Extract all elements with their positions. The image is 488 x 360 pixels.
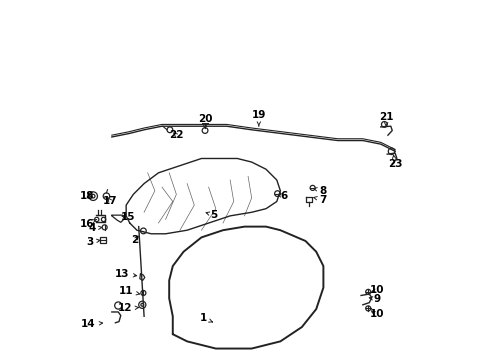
Text: 22: 22 (169, 130, 183, 140)
Text: 9: 9 (368, 294, 380, 304)
Text: 8: 8 (313, 186, 326, 196)
Text: 20: 20 (198, 114, 212, 128)
Text: 6: 6 (277, 191, 287, 201)
Text: 1: 1 (199, 313, 212, 323)
Text: 23: 23 (387, 155, 402, 169)
Text: 2: 2 (131, 235, 139, 245)
Text: 10: 10 (369, 285, 384, 296)
Text: 10: 10 (369, 310, 384, 319)
Text: 5: 5 (205, 210, 217, 220)
Text: 12: 12 (118, 303, 138, 314)
Text: 11: 11 (119, 286, 140, 296)
Text: 3: 3 (86, 237, 100, 247)
Text: 7: 7 (313, 195, 326, 205)
Text: 4: 4 (88, 224, 102, 233)
Text: 14: 14 (81, 319, 102, 329)
Text: 15: 15 (121, 212, 135, 221)
Text: 16: 16 (79, 219, 97, 229)
Text: 18: 18 (80, 191, 95, 201)
Text: 13: 13 (114, 269, 136, 279)
Text: 19: 19 (251, 111, 265, 126)
Text: 17: 17 (102, 196, 117, 206)
Text: 21: 21 (378, 112, 393, 126)
Bar (100, 237, 105, 243)
